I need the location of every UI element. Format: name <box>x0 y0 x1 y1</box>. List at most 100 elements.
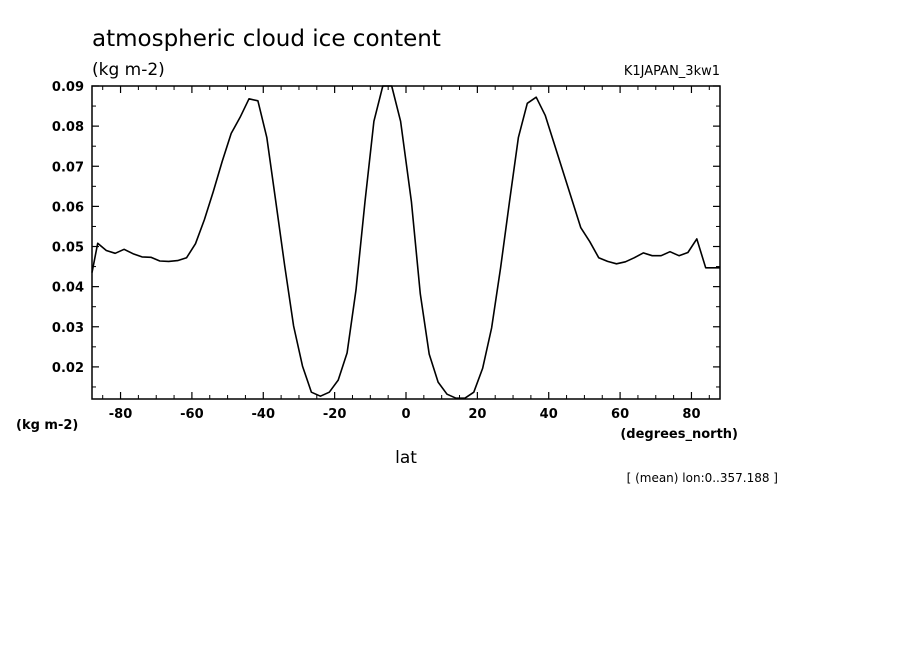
x-tick-label: -60 <box>180 407 204 422</box>
data-point <box>328 391 330 393</box>
y-tick-labels: 0.02 0.03 0.04 0.05 0.06 0.07 0.08 0.09 <box>52 80 84 376</box>
y-tick-label: 0.03 <box>52 321 84 336</box>
data-point <box>535 96 537 98</box>
x-tick-label: -80 <box>109 407 133 422</box>
data-point <box>141 256 143 258</box>
y-tick-label: 0.06 <box>52 200 84 215</box>
data-point <box>203 218 205 220</box>
data-point <box>705 267 707 269</box>
y-tick-label: 0.08 <box>52 120 84 135</box>
data-point <box>455 397 457 399</box>
data-point <box>310 391 312 393</box>
data-point <box>150 256 152 258</box>
data-point <box>301 365 303 367</box>
data-point <box>446 393 448 395</box>
data-point <box>642 252 644 254</box>
x-tick-label: -20 <box>323 407 347 422</box>
x-tick-label: 20 <box>468 407 486 422</box>
data-point <box>719 267 721 269</box>
run-label: K1JAPAN_3kw1 <box>624 64 720 79</box>
data-point <box>221 160 223 162</box>
data-point <box>275 200 277 202</box>
data-point <box>410 200 412 202</box>
data-point <box>660 255 662 257</box>
data-point <box>437 381 439 383</box>
data-point <box>284 265 286 267</box>
axis-ticks <box>92 85 720 399</box>
data-point <box>490 327 492 329</box>
data-point <box>391 85 393 87</box>
x-axis-unit: (degrees_north) <box>620 427 738 442</box>
data-point <box>176 259 178 261</box>
data-point <box>517 136 519 138</box>
data-point <box>553 142 555 144</box>
y-tick-label: 0.07 <box>52 160 84 175</box>
data-point <box>248 98 250 100</box>
data-point <box>319 395 321 397</box>
data-point <box>230 132 232 134</box>
data-point <box>364 200 366 202</box>
y-tick-label: 0.02 <box>52 361 84 376</box>
x-tick-label: 0 <box>401 407 410 422</box>
data-point <box>168 260 170 262</box>
x-tick-label: -40 <box>252 407 276 422</box>
data-point <box>669 251 671 253</box>
data-point <box>633 257 635 259</box>
data-point <box>526 102 528 104</box>
data-point <box>114 252 116 254</box>
data-point <box>508 200 510 202</box>
data-point <box>123 248 125 250</box>
data-point <box>292 325 294 327</box>
data-point <box>482 367 484 369</box>
data-point <box>589 241 591 243</box>
data-point <box>713 267 715 269</box>
data-point <box>373 120 375 122</box>
x-tick-labels: -80 -60 -40 -20 0 20 40 60 80 <box>109 407 701 422</box>
data-point <box>194 243 196 245</box>
data-point <box>651 255 653 257</box>
y-tick-label: 0.09 <box>52 80 84 95</box>
data-point <box>678 255 680 257</box>
x-axis-label: lat <box>395 448 417 468</box>
data-point <box>499 267 501 269</box>
series-line <box>91 85 720 400</box>
data-point <box>132 253 134 255</box>
data-point <box>239 116 241 118</box>
data-point <box>687 251 689 253</box>
x-tick-label: 80 <box>682 407 700 422</box>
x-tick-label: 60 <box>611 407 629 422</box>
data-point <box>337 379 339 381</box>
data-point <box>624 261 626 263</box>
data-point <box>606 260 608 262</box>
data-point <box>428 353 430 355</box>
y-tick-label: 0.04 <box>52 281 84 296</box>
data-point <box>105 249 107 251</box>
data-point <box>185 257 187 259</box>
y-tick-label: 0.05 <box>52 241 84 256</box>
data-point <box>473 391 475 393</box>
data-point <box>615 263 617 265</box>
data-point <box>562 170 564 172</box>
data-point <box>696 238 698 240</box>
data-point <box>571 198 573 200</box>
data-point <box>399 120 401 122</box>
footnote: [ (mean) lon:0..357.188 ] <box>627 471 778 485</box>
data-point <box>257 100 259 102</box>
data-point <box>355 289 357 291</box>
data-point <box>159 260 161 262</box>
data-point <box>382 85 384 87</box>
y-axis-label: (kg m-2) <box>16 418 78 433</box>
data-point <box>91 271 93 273</box>
data-point <box>97 242 99 244</box>
x-tick-label: 40 <box>540 407 558 422</box>
data-point <box>464 397 466 399</box>
data-point <box>346 352 348 354</box>
chart-title: atmospheric cloud ice content <box>92 26 441 52</box>
data-point <box>580 227 582 229</box>
chart-subtitle: (kg m-2) <box>92 60 165 80</box>
data-point <box>544 114 546 116</box>
data-point <box>212 190 214 192</box>
data-point <box>419 293 421 295</box>
